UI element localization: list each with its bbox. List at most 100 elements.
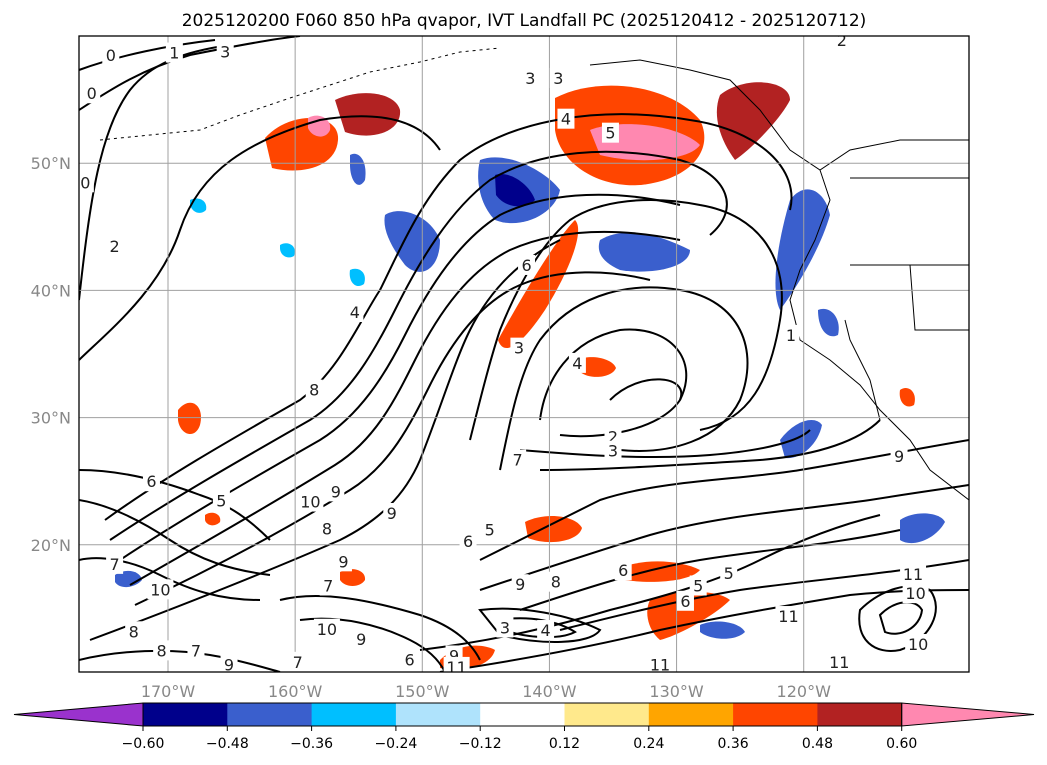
contour-label-bg bbox=[537, 620, 555, 641]
negative-patch bbox=[495, 174, 535, 207]
contour-label-bg bbox=[689, 575, 707, 596]
contour-label: 3 bbox=[500, 618, 510, 637]
contour-label-bg bbox=[604, 440, 622, 461]
contour-label: 10 bbox=[908, 635, 928, 654]
contour-label: 9 bbox=[387, 504, 397, 523]
contour-label-bg bbox=[125, 621, 143, 642]
contour-label: 2 bbox=[110, 237, 120, 256]
contour-label-bg bbox=[83, 83, 101, 104]
contour-label-bg bbox=[900, 564, 927, 585]
colorbar-tick-label: −0.48 bbox=[206, 736, 249, 752]
contour-label: 4 bbox=[561, 110, 571, 129]
contour-label-bg bbox=[305, 379, 323, 400]
contour-label: 11 bbox=[778, 607, 798, 626]
positive-patch bbox=[716, 82, 790, 160]
positive-patch bbox=[578, 357, 616, 377]
colorbar-segment bbox=[395, 703, 481, 726]
contour-label: 11 bbox=[903, 565, 923, 584]
x-tick-label: 150°W bbox=[395, 682, 450, 701]
contour-label: 10 bbox=[905, 584, 925, 603]
contour-label-bg bbox=[187, 640, 205, 661]
contour-label: 0 bbox=[106, 46, 116, 65]
positive-patch bbox=[335, 93, 401, 136]
contour-label-bg bbox=[334, 551, 352, 572]
colorbar-tick-label: 0.24 bbox=[633, 736, 664, 752]
contour-label: 1 bbox=[786, 326, 796, 345]
contour-label: 6 bbox=[146, 472, 156, 491]
x-tick-label: 130°W bbox=[649, 682, 704, 701]
contour-label-bg bbox=[518, 254, 536, 275]
contour-label-bg bbox=[511, 574, 529, 595]
contour-label: 7 bbox=[191, 641, 201, 660]
contour-label: 10 bbox=[150, 580, 170, 599]
negative-patch bbox=[900, 513, 945, 544]
coastlines bbox=[99, 47, 969, 501]
contour-label: 5 bbox=[216, 491, 226, 510]
contour-label-bg bbox=[79, 172, 94, 193]
contour-label-bg bbox=[549, 67, 567, 88]
colorbar-tick-label: −0.12 bbox=[459, 736, 502, 752]
contour-label-bg bbox=[319, 575, 337, 596]
contour-label-bg bbox=[459, 530, 477, 551]
contour-label: 7 bbox=[293, 653, 303, 672]
contour-label: 3 bbox=[514, 339, 524, 358]
negative-patch bbox=[598, 232, 690, 272]
y-tick-label: 30°N bbox=[31, 409, 71, 428]
contour-label-bg bbox=[676, 590, 694, 611]
negative-patch bbox=[818, 308, 839, 337]
contour-label-bg bbox=[346, 302, 364, 323]
colorbar-segment bbox=[480, 703, 565, 726]
contour-label-bg bbox=[216, 41, 234, 62]
contour-label: 9 bbox=[338, 552, 348, 571]
x-tick-label: 140°W bbox=[522, 682, 577, 701]
contour-label: 3 bbox=[553, 69, 563, 88]
contour-label: 6 bbox=[680, 592, 690, 611]
contour-label: 5 bbox=[485, 521, 495, 540]
colorbar-segment bbox=[733, 703, 818, 726]
negative-patch bbox=[775, 189, 830, 310]
y-tick-label: 40°N bbox=[31, 281, 71, 300]
contour-label-bg bbox=[905, 634, 932, 655]
negative-patch bbox=[190, 198, 207, 213]
contour-label-bg bbox=[496, 617, 514, 638]
colorbar-tick-label: 0.36 bbox=[718, 736, 749, 752]
x-axis-ticks: 170°W 160°W 150°W 140°W 130°W 120°W bbox=[141, 682, 831, 701]
contour-label-bg bbox=[318, 518, 336, 539]
positive-patch bbox=[498, 220, 579, 349]
colorbar-tick-label: −0.36 bbox=[290, 736, 333, 752]
contour-label: 9 bbox=[449, 646, 459, 665]
contour-label-bg bbox=[147, 579, 174, 600]
contour-label: 5 bbox=[724, 564, 734, 583]
positive-patch bbox=[620, 561, 700, 582]
contour-label-bg bbox=[102, 45, 120, 66]
negative-patch bbox=[780, 420, 822, 459]
colorbar-tick-label: 0.60 bbox=[886, 736, 917, 752]
contour-label: 6 bbox=[521, 256, 531, 275]
contour-label: 8 bbox=[129, 622, 139, 641]
contour-label: 6 bbox=[618, 561, 628, 580]
contour-label: 4 bbox=[541, 621, 551, 640]
colorbar-tick-label: 0.48 bbox=[802, 736, 833, 752]
contour-label-bg bbox=[782, 324, 800, 345]
contour-label: 8 bbox=[157, 641, 167, 660]
contour-label-bg bbox=[212, 490, 230, 511]
y-tick-label: 50°N bbox=[31, 154, 71, 173]
contour-label-bg bbox=[142, 471, 160, 492]
contour-label-bg bbox=[547, 571, 565, 592]
negative-patch bbox=[349, 268, 365, 287]
contour-label-bg bbox=[510, 337, 528, 358]
contour-label-bg bbox=[902, 583, 929, 604]
contour-label: 4 bbox=[350, 303, 360, 322]
contour-label: 3 bbox=[608, 442, 618, 461]
contour-label-bg bbox=[443, 656, 470, 672]
contour-label: 9 bbox=[894, 447, 904, 466]
contour-label: 2 bbox=[608, 428, 618, 447]
colorbar-segment bbox=[227, 703, 313, 726]
contour-label: 7 bbox=[323, 577, 333, 596]
contour-label-bg bbox=[106, 553, 124, 574]
contour-label-bg bbox=[297, 491, 324, 512]
negative-patch bbox=[350, 153, 366, 185]
colorbar-segment bbox=[817, 703, 903, 726]
contour-label-bg bbox=[106, 235, 124, 256]
